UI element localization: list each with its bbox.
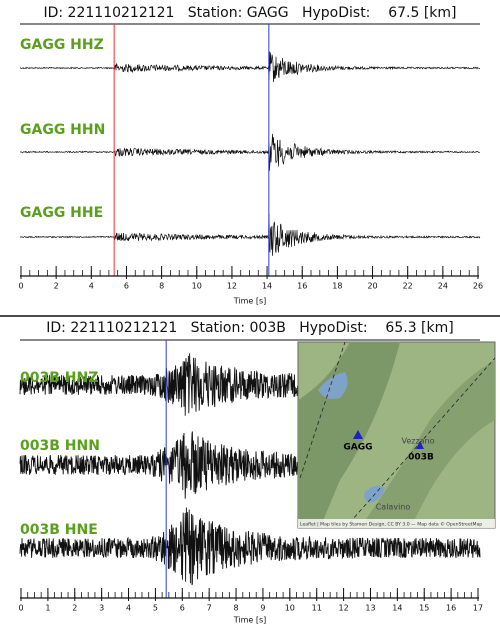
x-tick-label: 0: [18, 604, 23, 613]
x-axis-label: Time [s]: [233, 616, 267, 625]
x-tick-label: 26: [473, 282, 483, 291]
x-tick-label: 2: [54, 282, 59, 291]
x-tick-label: 4: [89, 282, 94, 291]
x-tick-label: 5: [153, 604, 158, 613]
x-tick-label: 10: [285, 604, 295, 613]
attribution-box: [298, 519, 495, 528]
station-marker[interactable]: [416, 441, 424, 449]
fault-line: [299, 341, 346, 479]
x-tick-label: 15: [419, 604, 429, 613]
x-tick-label: 9: [260, 604, 265, 613]
trace-label: GAGG HHZ: [20, 37, 104, 53]
place-label: Calavino: [376, 503, 411, 512]
x-tick-label: 10: [192, 282, 202, 291]
x-tick-label: 2: [72, 604, 77, 613]
x-tick-label: 0: [18, 282, 23, 291]
waveform: [19, 51, 480, 83]
trace-label: 003B HNN: [20, 438, 100, 454]
x-tick-label: 13: [365, 604, 375, 613]
place-label: Vezzano: [401, 437, 434, 446]
trace-label: 003B HNZ: [20, 370, 98, 386]
waveform: [19, 507, 481, 586]
x-tick-label: 16: [297, 282, 307, 291]
x-tick-label: 12: [338, 604, 348, 613]
x-tick-label: 6: [180, 604, 185, 613]
x-tick-label: 12: [227, 282, 237, 291]
x-tick-label: 24: [438, 282, 448, 291]
trace-label: 003B HNE: [20, 522, 98, 538]
trace-label: GAGG HHE: [20, 205, 103, 221]
x-tick-label: 8: [159, 282, 164, 291]
x-tick-label: 22: [403, 282, 413, 291]
x-tick-label: 17: [473, 604, 483, 613]
x-tick-label: 14: [262, 282, 272, 291]
station-marker[interactable]: [353, 430, 363, 439]
waveform: [19, 133, 481, 171]
station-label: GAGG: [343, 443, 372, 453]
x-tick-label: 11: [312, 604, 322, 613]
x-tick-label: 1: [45, 604, 50, 613]
x-tick-label: 7: [207, 604, 212, 613]
x-tick-label: 16: [446, 604, 456, 613]
x-tick-label: 4: [126, 604, 131, 613]
station-label: 003B: [408, 453, 434, 463]
x-tick-label: 20: [367, 282, 377, 291]
map-inset: GAGG 003B Vezzano Calavino Leaflet | Map…: [297, 341, 496, 529]
x-tick-label: 3: [99, 604, 104, 613]
panel-header: ID: 221110212121 Station: 003B HypoDist:…: [46, 320, 453, 336]
x-tick-label: 18: [332, 282, 342, 291]
x-tick-label: 8: [234, 604, 239, 613]
x-axis-label: Time [s]: [233, 297, 267, 306]
trace-label: GAGG HHN: [20, 122, 105, 138]
map-attribution: Leaflet | Map tiles by Stamen Design, CC…: [300, 521, 482, 528]
x-tick-label: 6: [124, 282, 129, 291]
waveform: [19, 213, 481, 256]
x-tick-label: 14: [392, 604, 402, 613]
panel-header: ID: 221110212121 Station: GAGG HypoDist:…: [43, 5, 456, 21]
lake: [318, 372, 348, 399]
map-relief: [360, 360, 495, 528]
